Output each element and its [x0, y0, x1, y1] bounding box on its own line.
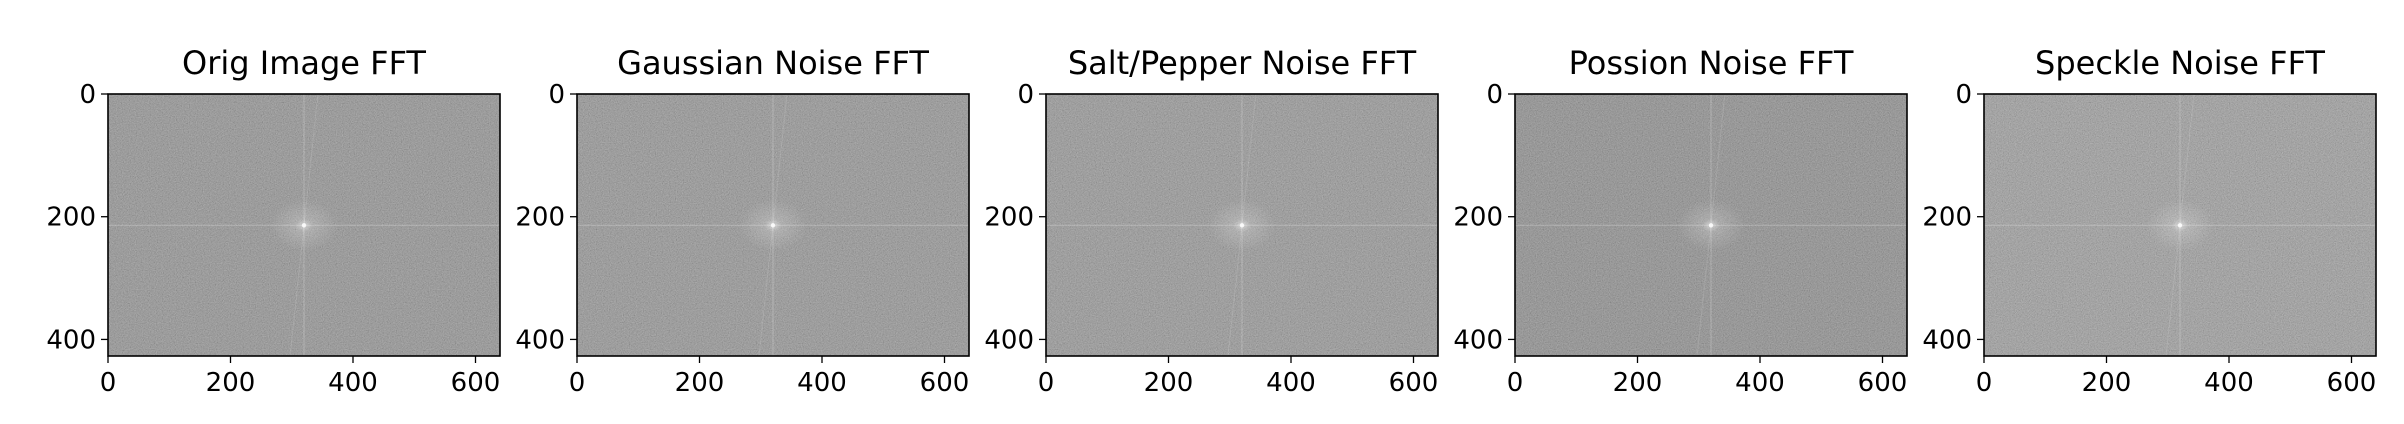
- x-tick-label: 600: [1858, 368, 1908, 398]
- x-tick-label: 200: [2082, 368, 2132, 398]
- subplot-5: Speckle Noise FFT 0 200 400 600 0 200 400: [1922, 44, 2377, 398]
- x-tick-label: 400: [1735, 368, 1785, 398]
- y-tick-label: 0: [1486, 80, 1503, 110]
- y-tick-label: 200: [46, 203, 96, 233]
- spectrum-peak: [2177, 223, 2183, 228]
- axes-frame: [576, 93, 970, 357]
- subplot-title: Possion Noise FFT: [1569, 44, 1854, 82]
- x-tick-label: 200: [675, 368, 725, 398]
- subplot-3: Salt/Pepper Noise FFT 0 200 400 600 0 200 400: [984, 44, 1439, 398]
- y-tick-label: 400: [1922, 325, 1972, 355]
- subplot-4: Possion Noise FFT 0 200 400 600 0 200 400: [1453, 44, 1908, 398]
- x-tick-label: 0: [1507, 368, 1524, 398]
- y-tick-label: 200: [515, 203, 565, 233]
- y-tick-label: 200: [1453, 203, 1503, 233]
- y-tick-label: 400: [984, 325, 1034, 355]
- x-tick-label: 200: [206, 368, 256, 398]
- y-tick-label: 400: [46, 325, 96, 355]
- x-tick-label: 400: [328, 368, 378, 398]
- x-tick-label: 400: [2204, 368, 2254, 398]
- y-tick-label: 200: [1922, 203, 1972, 233]
- y-tick-label: 400: [515, 325, 565, 355]
- x-tick-label: 0: [100, 368, 117, 398]
- subplot-title: Salt/Pepper Noise FFT: [1068, 44, 1417, 82]
- x-tick-label: 400: [1266, 368, 1316, 398]
- subplot-title: Speckle Noise FFT: [2035, 44, 2325, 82]
- x-tick-label: 200: [1613, 368, 1663, 398]
- x-tick-label: 200: [1144, 368, 1194, 398]
- spectrum-peak: [1239, 223, 1245, 228]
- x-tick-label: 600: [1389, 368, 1439, 398]
- subplot-title: Orig Image FFT: [182, 44, 426, 82]
- spectrum-peak: [770, 223, 776, 228]
- y-tick-label: 0: [1955, 80, 1972, 110]
- y-tick-label: 0: [548, 80, 565, 110]
- y-tick-label: 0: [1017, 80, 1034, 110]
- spectrum-peak: [1708, 223, 1714, 228]
- axes-frame: [1514, 93, 1908, 357]
- x-tick-label: 0: [1038, 368, 1055, 398]
- subplot-2: Gaussian Noise FFT 0 200 400 600 0 200 400: [515, 44, 970, 398]
- x-tick-label: 0: [1976, 368, 1993, 398]
- x-tick-label: 600: [451, 368, 501, 398]
- spectrum-peak: [301, 223, 307, 228]
- x-tick-label: 600: [2327, 368, 2377, 398]
- y-tick-label: 0: [79, 80, 96, 110]
- x-tick-label: 0: [569, 368, 586, 398]
- axes-frame: [107, 93, 501, 357]
- subplot-title: Gaussian Noise FFT: [617, 44, 929, 82]
- x-tick-label: 600: [920, 368, 970, 398]
- axes-frame: [1983, 93, 2377, 357]
- y-tick-label: 400: [1453, 325, 1503, 355]
- y-tick-label: 200: [984, 203, 1034, 233]
- axes-frame: [1045, 93, 1439, 357]
- x-tick-label: 400: [797, 368, 847, 398]
- subplot-1: Orig Image FFT 0 200 400 600 0 200 400: [46, 44, 501, 398]
